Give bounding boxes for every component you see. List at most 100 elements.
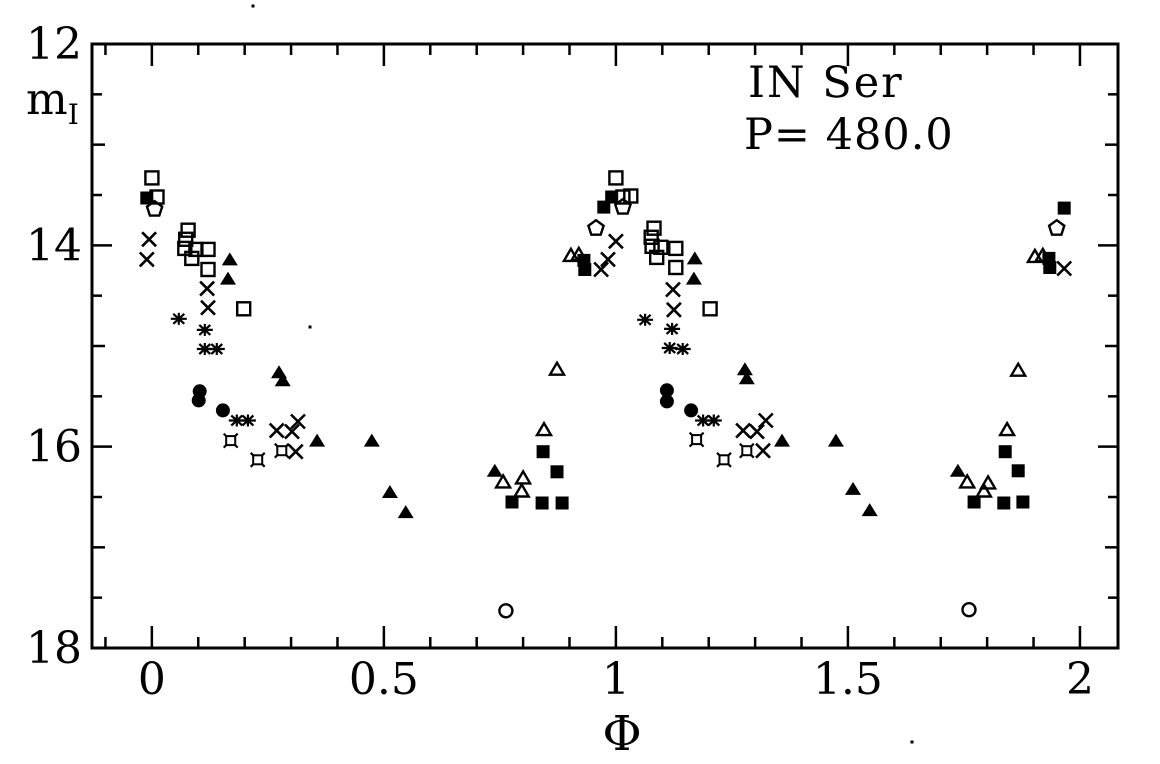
data-point-open-square bbox=[649, 249, 665, 266]
data-point-crossed-square bbox=[274, 442, 290, 459]
data-point-x-cross bbox=[290, 413, 306, 430]
tick bbox=[749, 423, 765, 440]
data-point-filled-square bbox=[1043, 261, 1057, 274]
data-point-open-square bbox=[643, 229, 659, 246]
data-point-x-cross bbox=[600, 251, 616, 268]
data-point-filled-square bbox=[536, 445, 550, 459]
x-tick-label-2: 1 bbox=[602, 654, 630, 705]
data-point-asterisk bbox=[674, 343, 691, 355]
tick bbox=[638, 313, 652, 326]
data-point-open-triangle bbox=[979, 474, 998, 490]
y-tick-label-3: 18 bbox=[26, 623, 82, 674]
data-point-filled-triangle bbox=[845, 481, 861, 495]
data-point-filled-circle bbox=[659, 394, 674, 409]
data-point-x-cross bbox=[749, 423, 765, 440]
data-point-open-triangle bbox=[547, 360, 567, 376]
data-point-open-pentagon bbox=[145, 199, 164, 217]
tick bbox=[665, 323, 679, 335]
tick bbox=[607, 233, 624, 250]
plot-frame bbox=[90, 42, 1120, 650]
data-points-layer bbox=[138, 4, 1073, 744]
data-point-filled-triangle bbox=[685, 271, 702, 285]
scan-speck bbox=[308, 325, 312, 329]
data-point-filled-square bbox=[140, 191, 154, 205]
tick bbox=[198, 343, 212, 355]
y-tick-label-2: 16 bbox=[26, 422, 82, 473]
tick bbox=[210, 343, 224, 355]
tick bbox=[172, 312, 186, 325]
data-point-filled-triangle bbox=[221, 252, 238, 266]
data-point-asterisk bbox=[196, 323, 213, 336]
y-axis-label: mI bbox=[26, 74, 79, 131]
data-point-filled-triangle bbox=[381, 485, 398, 498]
data-point-asterisk bbox=[664, 322, 681, 335]
tick bbox=[199, 280, 216, 297]
tick bbox=[141, 231, 158, 248]
data-point-filled-square bbox=[555, 496, 569, 510]
data-point-asterisk bbox=[170, 312, 187, 325]
data-point-filled-triangle bbox=[220, 271, 236, 285]
data-point-open-square bbox=[623, 188, 639, 204]
tick bbox=[268, 422, 285, 439]
tick bbox=[198, 324, 212, 336]
data-point-filled-square bbox=[967, 495, 981, 509]
data-point-x-cross bbox=[1056, 260, 1073, 277]
tick bbox=[735, 422, 752, 439]
data-point-filled-square bbox=[550, 465, 564, 479]
data-point-filled-square bbox=[505, 495, 519, 509]
tick bbox=[1056, 260, 1073, 277]
data-point-filled-triangle bbox=[736, 362, 753, 376]
data-point-x-cross bbox=[665, 281, 681, 298]
data-point-open-triangle bbox=[512, 482, 531, 498]
data-point-open-square bbox=[668, 240, 684, 257]
tick bbox=[593, 261, 610, 278]
tick bbox=[600, 251, 616, 268]
x-tick-label-3: 1.5 bbox=[813, 654, 883, 705]
data-point-crossed-square bbox=[222, 432, 239, 449]
data-point-filled-square bbox=[1057, 201, 1071, 215]
chart-title: IN Ser bbox=[748, 58, 904, 108]
data-point-x-cross bbox=[665, 301, 682, 318]
data-point-x-cross bbox=[735, 422, 752, 439]
data-point-open-square bbox=[668, 259, 684, 276]
data-point-filled-triangle bbox=[827, 433, 844, 447]
data-point-x-cross bbox=[141, 231, 158, 248]
data-point-open-triangle bbox=[569, 245, 588, 262]
data-point-open-square bbox=[702, 301, 718, 317]
data-point-open-square bbox=[144, 170, 160, 186]
tick bbox=[665, 281, 681, 298]
data-point-crossed-square bbox=[249, 452, 266, 468]
tick bbox=[284, 423, 300, 440]
data-point-filled-square bbox=[535, 496, 549, 510]
data-point-asterisk bbox=[208, 343, 225, 355]
data-point-open-triangle bbox=[494, 473, 513, 489]
data-point-filled-square bbox=[1016, 495, 1030, 509]
tick bbox=[290, 413, 306, 430]
series-filled-squares bbox=[140, 190, 1071, 510]
data-point-filled-square bbox=[597, 200, 611, 214]
data-point-open-triangle bbox=[974, 482, 993, 498]
tick bbox=[138, 251, 155, 268]
x-tick-label-1: 0.5 bbox=[349, 654, 419, 705]
data-point-filled-square bbox=[605, 190, 619, 204]
data-point-x-cross bbox=[138, 251, 155, 268]
data-point-asterisk bbox=[637, 313, 654, 326]
data-point-open-square bbox=[200, 241, 216, 258]
data-point-filled-triangle bbox=[309, 433, 326, 447]
data-point-filled-circle bbox=[659, 383, 674, 398]
data-point-filled-triangle bbox=[738, 371, 755, 385]
data-point-filled-circle bbox=[684, 403, 699, 418]
tick bbox=[676, 343, 689, 355]
data-point-open-triangle bbox=[514, 469, 533, 485]
data-point-open-pentagon bbox=[613, 197, 632, 215]
data-point-filled-triangle bbox=[949, 463, 966, 477]
data-point-open-triangle bbox=[1009, 361, 1028, 377]
data-point-open-square bbox=[177, 231, 194, 248]
data-point-x-cross bbox=[284, 423, 300, 440]
data-point-open-square bbox=[200, 261, 216, 278]
x-tick-label-4: 2 bbox=[1066, 654, 1094, 705]
data-point-open-triangle bbox=[534, 420, 554, 437]
data-point-filled-triangle bbox=[486, 463, 503, 477]
series-open-squares bbox=[144, 170, 718, 317]
